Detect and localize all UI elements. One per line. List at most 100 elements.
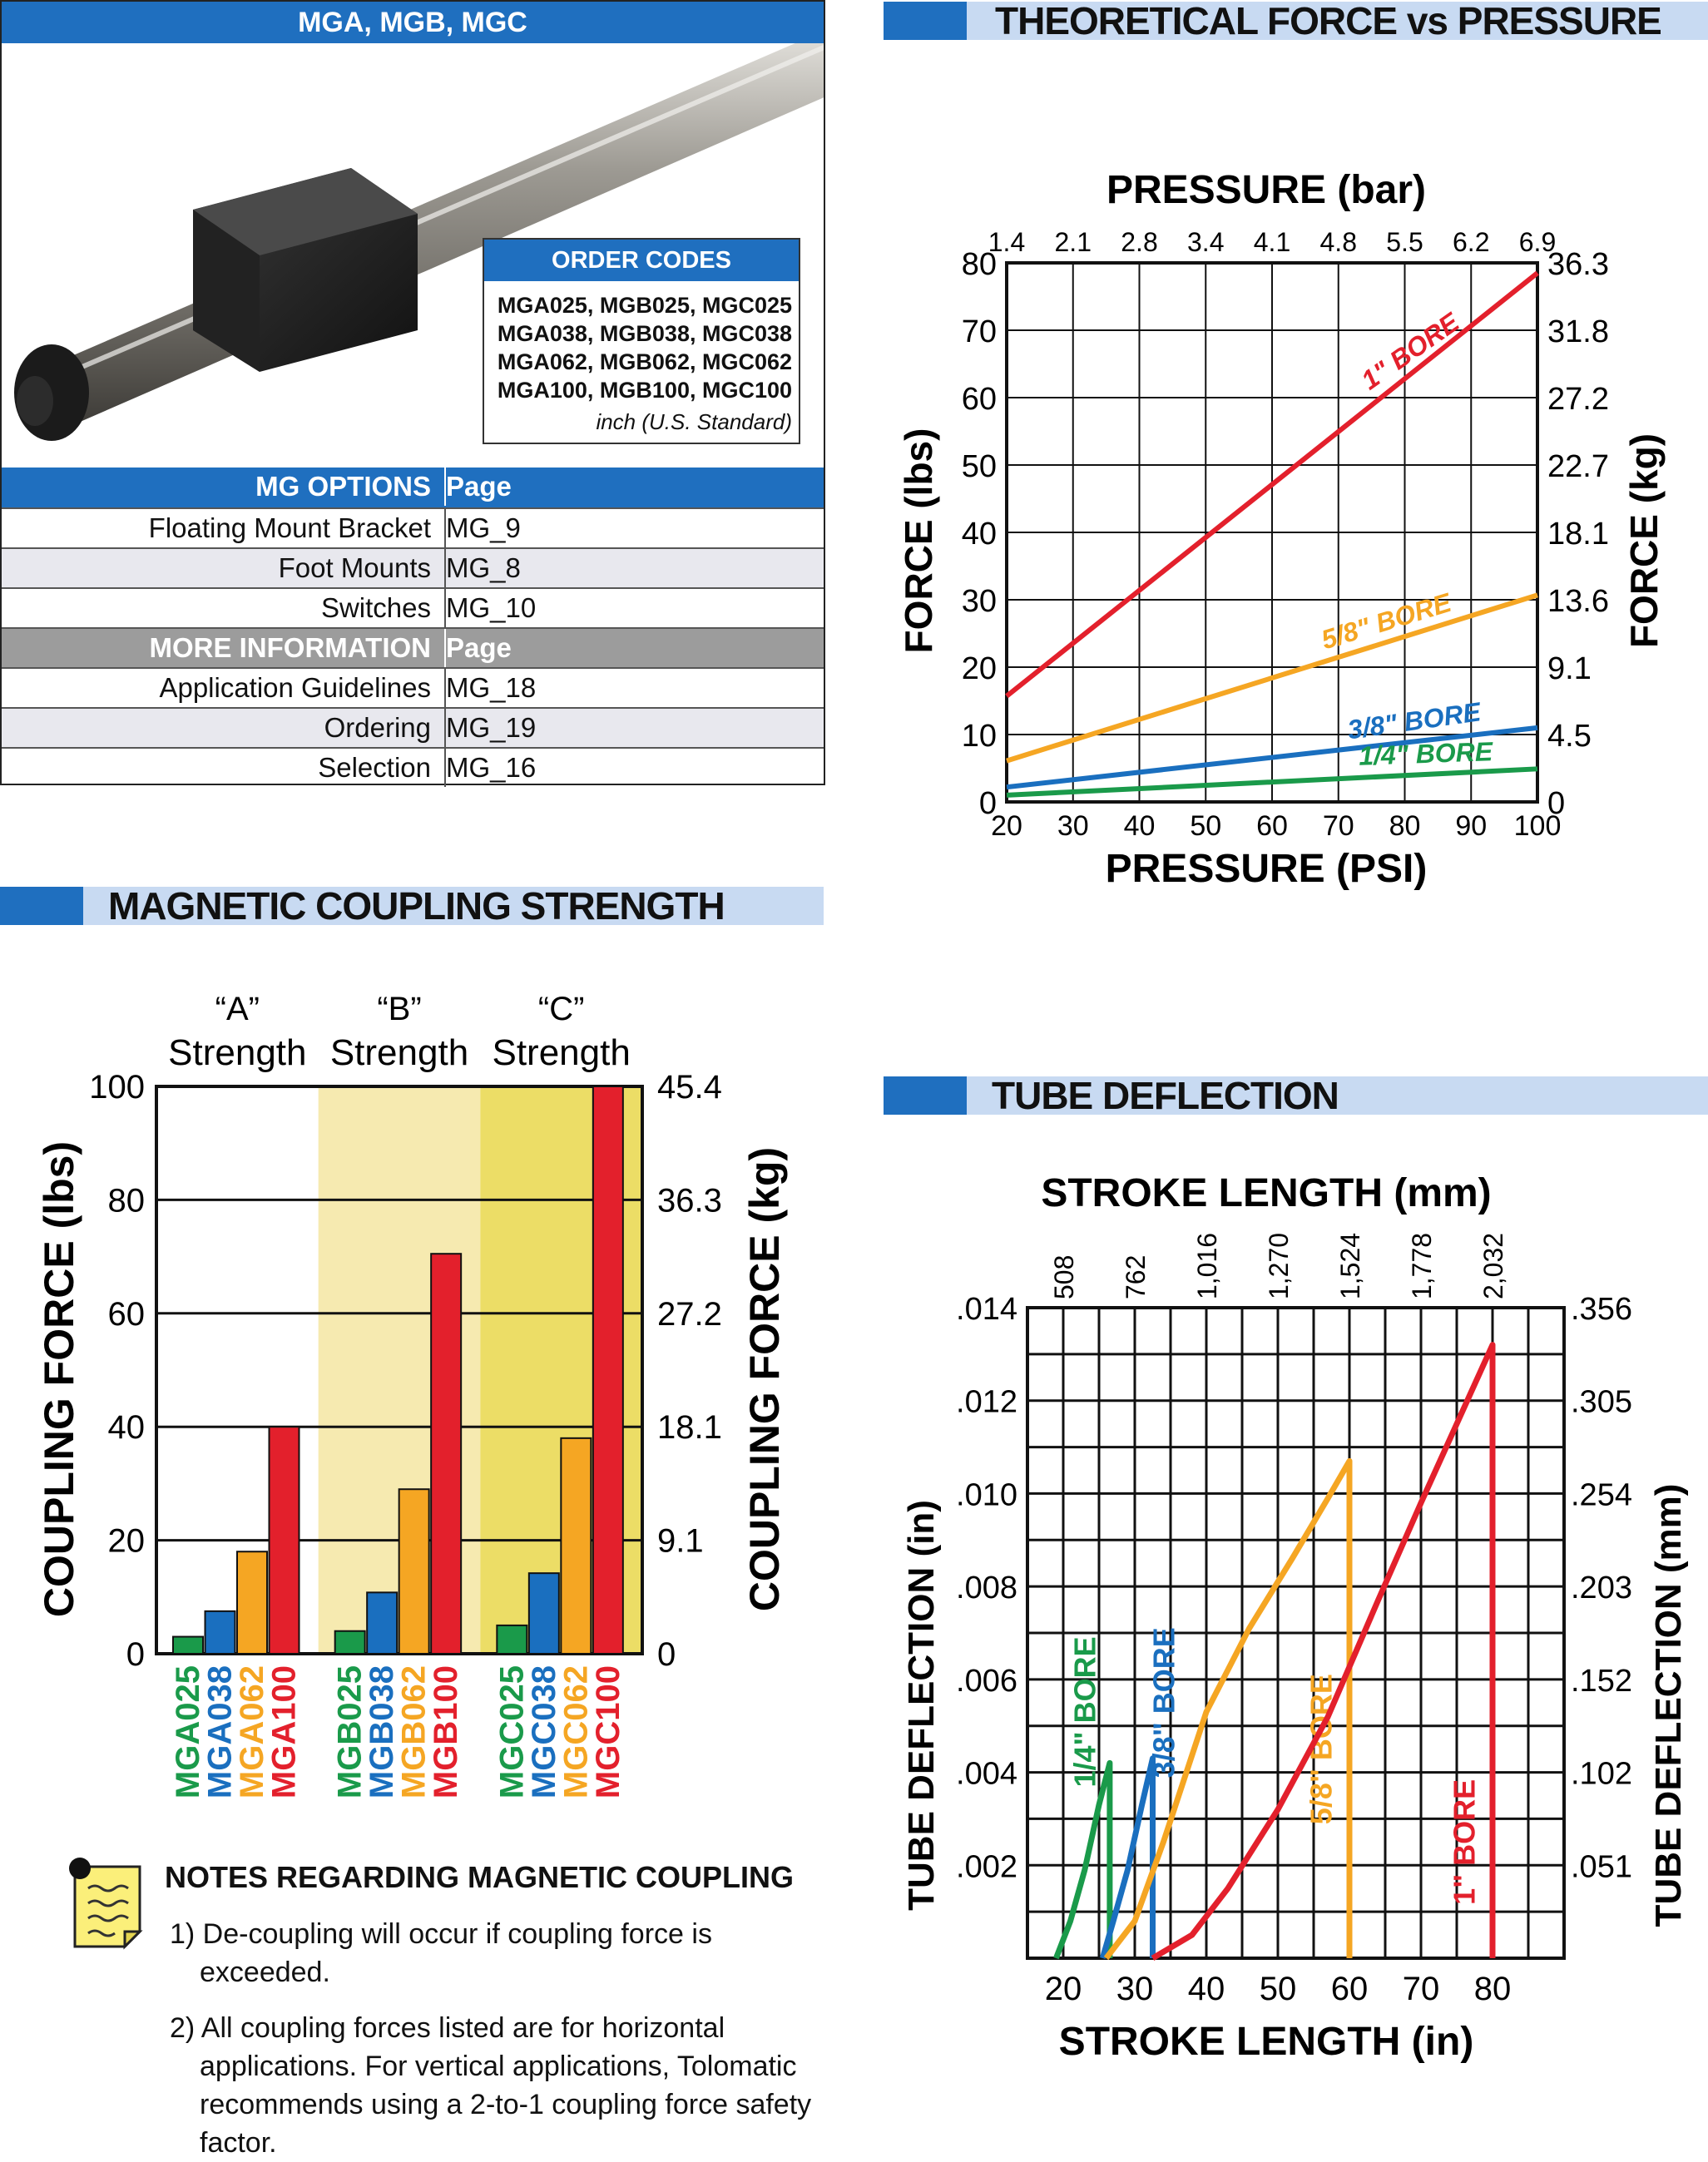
top-tick-label: 1,016 xyxy=(1192,1233,1222,1299)
product-panel: MGA, MGB, MGC xyxy=(0,0,825,787)
y-right-tick-label: .305 xyxy=(1571,1385,1632,1420)
table-row: Selection MG_16 xyxy=(2,747,824,787)
y-axis-title-right: FORCE (kg) xyxy=(1622,433,1666,648)
y-tick-label: 20 xyxy=(962,651,997,686)
top-tick-label: 508 xyxy=(1049,1255,1079,1299)
section-title: TUBE DEFLECTION xyxy=(992,1074,1339,1117)
section-header-force: THEORETICAL FORCE vs PRESSURE xyxy=(884,2,1708,40)
order-codes-heading: ORDER CODES xyxy=(484,240,799,281)
y-right-tick-label: 4.5 xyxy=(1547,719,1592,754)
series-line xyxy=(1053,1759,1113,1960)
options-header-row: MG OPTIONS Page xyxy=(2,468,824,507)
info-header-row: MORE INFORMATION Page xyxy=(2,627,824,667)
bar-category-label: MGA038 xyxy=(202,1665,239,1798)
series-line xyxy=(1006,766,1538,798)
x-tick-label: 40 xyxy=(1188,1971,1225,2007)
bar-category-label: MGB025 xyxy=(332,1665,369,1798)
option-page: MG_8 xyxy=(446,552,521,583)
bar xyxy=(172,1635,204,1655)
y-right-tick-label: 0 xyxy=(657,1636,676,1673)
x-tick-label: 20 xyxy=(991,810,1022,842)
axis-ticks: “A” Strength “B” Strength “C” Strength 0 0 20 9.1… xyxy=(89,991,722,1798)
top-tick-label: 1,778 xyxy=(1407,1233,1437,1299)
note-icon xyxy=(69,1858,143,1950)
group-label: Strength xyxy=(492,1032,630,1073)
y-tick-label: .006 xyxy=(956,1664,1017,1699)
info-label: Ordering xyxy=(324,712,431,743)
top-axis-title: STROKE LENGTH (mm) xyxy=(1041,1171,1491,1215)
y-right-tick-label: .051 xyxy=(1571,1849,1632,1884)
group-label: Strength xyxy=(330,1032,468,1073)
option-label: Floating Mount Bracket xyxy=(148,512,431,543)
series-line xyxy=(1099,1755,1156,1959)
x-tick-label: 100 xyxy=(1514,810,1562,842)
series-label: 1/4" BORE xyxy=(1359,736,1495,771)
order-code-line: MGA062, MGB062, MGC062 xyxy=(497,349,792,374)
bar xyxy=(430,1253,463,1655)
table-row: Floating Mount Bracket MG_9 xyxy=(2,507,824,547)
x-tick-label: 70 xyxy=(1323,810,1354,842)
y-right-tick-label: .102 xyxy=(1571,1757,1632,1792)
group-label-letter: “C” xyxy=(538,991,585,1027)
option-label: Foot Mounts xyxy=(278,552,431,583)
tube-deflection-chart: STROKE LENGTH (mm) STROKE LENGTH (in) TU… xyxy=(901,1171,1689,2064)
option-page: MG_9 xyxy=(446,512,521,543)
section-title: THEORETICAL FORCE vs PRESSURE xyxy=(995,0,1662,42)
series-label: 1/4" BORE xyxy=(1068,1636,1102,1787)
option-page: MG_10 xyxy=(446,592,537,623)
x-tick-label: 50 xyxy=(1260,1971,1297,2007)
y-tick-label: 50 xyxy=(962,449,997,484)
x-tick-label: 50 xyxy=(1190,810,1221,842)
series-line xyxy=(1005,270,1539,699)
y-axis-title: FORCE (lbs) xyxy=(897,428,940,654)
option-label: Switches xyxy=(320,592,431,623)
bar-category-label: MGB062 xyxy=(396,1665,433,1798)
note-item: 1) De-coupling will occur if coupling fo… xyxy=(170,1918,712,1988)
bars xyxy=(172,1086,624,1655)
info-page: MG_16 xyxy=(446,752,537,783)
bar xyxy=(496,1624,528,1655)
coupling-strength-chart: COUPLING FORCE (lbs) COUPLING FORCE (kg)… xyxy=(36,991,788,1798)
bar-category-label: MGC062 xyxy=(557,1665,594,1798)
force-pressure-chart: PRESSURE (bar) PRESSURE (PSI) FORCE (lbs… xyxy=(897,168,1666,891)
series-line xyxy=(1006,725,1538,790)
top-tick-label: 1,524 xyxy=(1335,1233,1365,1299)
y-axis-title: COUPLING FORCE (lbs) xyxy=(36,1141,82,1617)
note-item: 2) All coupling forces listed are for ho… xyxy=(170,2012,812,2159)
y-tick-label: 80 xyxy=(962,247,997,282)
info-label: Selection xyxy=(318,752,431,783)
y-tick-label: .014 xyxy=(956,1292,1017,1327)
y-axis-title: TUBE DEFLECTION (in) xyxy=(901,1500,942,1911)
y-tick-label: 80 xyxy=(108,1182,146,1219)
top-tick-label: 2.1 xyxy=(1055,227,1092,257)
group-label-letter: “B” xyxy=(377,991,421,1027)
plot-grid xyxy=(1026,1306,1566,1960)
y-right-tick-label: 36.3 xyxy=(657,1182,722,1219)
x-axis-title: PRESSURE (PSI) xyxy=(1106,847,1428,891)
x-tick-label: 60 xyxy=(1256,810,1288,842)
y-right-tick-label: 9.1 xyxy=(1547,651,1592,686)
top-tick-label: 6.2 xyxy=(1453,227,1489,257)
y-tick-label: 100 xyxy=(89,1069,145,1106)
y-axis-title-right: COUPLING FORCE (kg) xyxy=(741,1147,788,1611)
top-tick-label: 1,270 xyxy=(1264,1233,1294,1299)
info-header-page: Page xyxy=(446,632,512,663)
y-tick-label: 40 xyxy=(108,1409,146,1446)
x-tick-label: 70 xyxy=(1403,1971,1440,2007)
y-axis-title-right: TUBE DEFLECTION (mm) xyxy=(1648,1484,1689,1927)
y-tick-label: 20 xyxy=(108,1523,146,1560)
table-row: Switches MG_10 xyxy=(2,587,824,627)
x-tick-label: 20 xyxy=(1045,1971,1082,2007)
series-line xyxy=(1103,1457,1353,1961)
top-tick-label: 2,032 xyxy=(1478,1233,1508,1299)
order-code-line: MGA100, MGB100, MGC100 xyxy=(497,378,792,403)
info-page: MG_19 xyxy=(446,712,537,743)
y-right-tick-label: .203 xyxy=(1571,1571,1632,1605)
x-axis-title: STROKE LENGTH (in) xyxy=(1059,2020,1474,2064)
top-tick-label: 5.5 xyxy=(1386,227,1423,257)
series-label: 1" BORE xyxy=(1448,1779,1482,1905)
x-tick-label: 30 xyxy=(1116,1971,1154,2007)
axis-ticks: 20 30 40 50 60 70 80 508 762 1,016 1,270 1,524 1,778… xyxy=(956,1233,1632,2007)
